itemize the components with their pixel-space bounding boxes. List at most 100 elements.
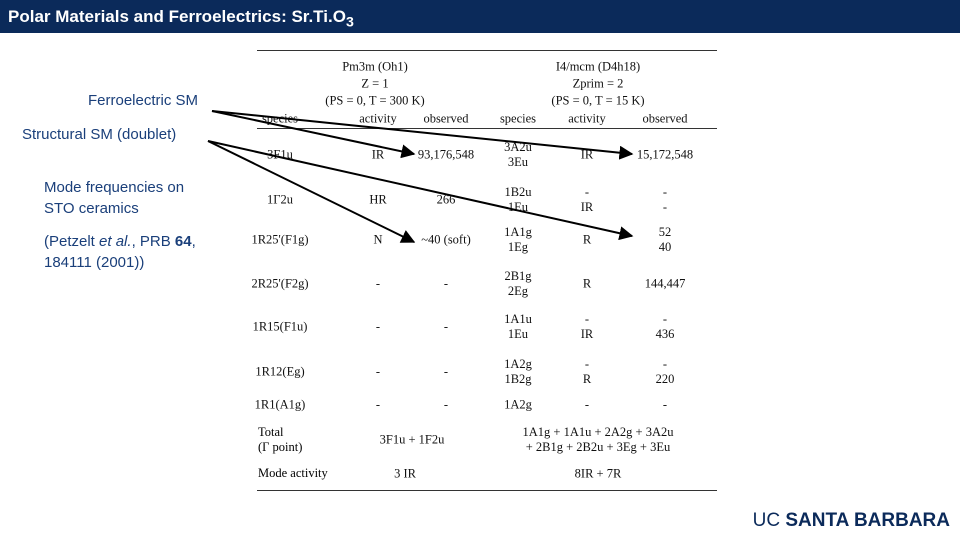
title-sub: 3	[345, 14, 354, 31]
cell: 1R1(A1g)	[254, 397, 306, 412]
cell: 1A2g 1B2g	[504, 357, 532, 387]
cell: 144,447	[644, 276, 686, 291]
cell-line: -	[662, 185, 668, 199]
cell: Mode activity	[258, 466, 328, 480]
cell: 3F1u + 1F2u	[379, 432, 445, 447]
cell-line: IR	[580, 200, 594, 214]
cell: --	[663, 185, 667, 215]
text: , PRB	[131, 233, 175, 250]
cell-line: 1B2u	[504, 185, 532, 199]
cell: 1B2u 1Eu	[504, 185, 531, 215]
rule	[257, 490, 717, 491]
label: Ferroelectric SM	[88, 92, 199, 109]
cell-line: -	[662, 357, 668, 371]
cell: Z = 1	[361, 76, 389, 91]
text: 64	[174, 233, 192, 250]
cell: R	[582, 276, 592, 291]
cell: - IR	[581, 312, 594, 342]
line: Mode frequencies on	[44, 179, 185, 196]
text: (Petzelt	[44, 233, 100, 250]
cell: I4/mcm (D4h18)	[555, 59, 641, 74]
cell: 52 40	[659, 225, 672, 255]
label: Structural SM (doublet)	[22, 126, 177, 143]
cell: IR	[580, 147, 594, 162]
title-bar: Polar Materials and Ferroelectrics: Sr.T…	[0, 0, 960, 33]
cell-line: 2B1g	[504, 269, 532, 283]
cell: -	[662, 397, 668, 412]
cell-line: 1A1g	[504, 225, 532, 239]
cell: 1A1g 1Eg	[504, 225, 532, 255]
cell: -	[375, 364, 381, 379]
cell-line: 1A2g	[504, 357, 532, 371]
cell: -	[375, 319, 381, 334]
cell-line: (Γ point)	[258, 440, 303, 454]
cell: -	[443, 397, 449, 412]
cell-line: 3Eu	[507, 155, 529, 169]
title: Polar Materials and Ferroelectrics: Sr.T…	[4, 7, 354, 30]
cell: 1A1u 1Eu	[504, 312, 532, 342]
title-text: Polar Materials and Ferroelectrics: Sr.T…	[8, 7, 346, 26]
cell: activity	[568, 111, 606, 126]
cell: Total (Γ point)	[258, 425, 302, 455]
cell: -	[375, 276, 381, 291]
line: STO ceramics	[44, 200, 139, 217]
cell-line: 1Eu	[507, 327, 529, 341]
cell-line: Total	[258, 425, 284, 439]
cell: (PS = 0, T = 15 K)	[551, 93, 645, 108]
cell-line: 1Eg	[507, 240, 529, 254]
arrow-group	[207, 110, 634, 243]
cell-line: -	[584, 357, 590, 371]
cell-line: 1A1u	[504, 312, 532, 326]
cell: -220	[656, 357, 675, 387]
cell: 1R12(Eg)	[255, 364, 305, 379]
citation: (Petzelt et al., PRB 64, 184111 (2001))	[44, 231, 214, 273]
cell: observed	[423, 111, 469, 126]
cell: HR	[369, 192, 387, 207]
cell: 1Γ2u	[267, 192, 293, 207]
cell: N	[373, 232, 383, 247]
logo-bold: SANTA BARBARA	[785, 510, 950, 531]
cell-line: + 2B1g + 2B2u + 3Eg + 3Eu	[525, 440, 671, 454]
cell: Zprim = 2	[572, 76, 624, 91]
cell: R	[582, 232, 592, 247]
cell: -	[584, 397, 590, 412]
cell: 3F1u	[267, 147, 293, 162]
cell-line: 3A2u	[504, 140, 532, 154]
cell: 15,172,548	[636, 147, 694, 162]
cell: Pm3m (Oh1)	[342, 59, 408, 74]
label: Mode frequencies on STO ceramics	[44, 177, 184, 219]
cell: -R	[583, 357, 591, 387]
cell: -436	[656, 312, 675, 342]
cell-line: -	[584, 185, 590, 199]
cell: 1R15(F1u)	[252, 319, 308, 334]
cell: activity	[359, 111, 397, 126]
cell: 3A2u 3Eu	[504, 140, 532, 170]
cell-line: 2Eg	[507, 284, 529, 298]
cell: 1A2g	[504, 397, 532, 412]
cell: 3 IR	[394, 466, 416, 481]
cell: 8IR + 7R	[574, 466, 622, 481]
text: , 184111 (2001))	[44, 233, 196, 271]
cell: species	[261, 111, 299, 126]
cell-line: -	[662, 312, 668, 326]
cell: IR	[371, 147, 385, 162]
cell-line: 52	[658, 225, 672, 239]
cell-line: -	[662, 200, 668, 214]
cell: 1R25'(F1g)	[251, 232, 309, 247]
logo-light: UC	[752, 510, 781, 531]
cell-line: 1Eu	[507, 200, 529, 214]
cell-line: 40	[658, 240, 672, 254]
cell: (PS = 0, T = 300 K)	[325, 93, 425, 108]
cell: -	[443, 319, 449, 334]
cell: 1A1g + 1A1u + 2A2g + 3A2u + 2B1g + 2B2u +…	[522, 425, 673, 455]
cell: species	[499, 111, 537, 126]
cell: ~40 (soft)	[421, 232, 471, 247]
cell-line: 220	[655, 372, 675, 386]
logo: UC SANTA BARBARA	[753, 510, 950, 532]
rule	[257, 128, 717, 129]
cell-line: IR	[580, 327, 594, 341]
cell: 2B1g 2Eg	[504, 269, 531, 299]
cell: 93,176,548	[417, 147, 475, 162]
cell: 266	[436, 192, 456, 207]
cell-line: 1B2g	[504, 372, 532, 386]
